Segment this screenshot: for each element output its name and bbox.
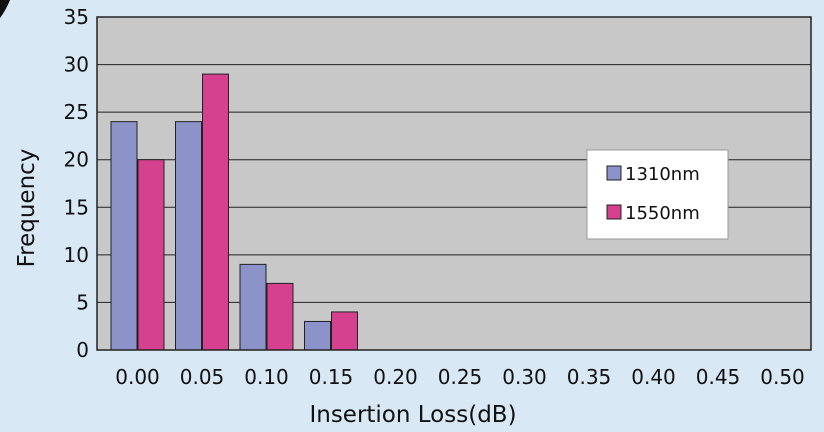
legend-swatch-1310nm bbox=[606, 165, 622, 181]
legend-label-1550nm: 1550nm bbox=[625, 203, 700, 224]
bar-1550nm-0.00 bbox=[137, 159, 165, 351]
x-tick-label: 0.05 bbox=[180, 365, 225, 389]
legend: 1310nm 1550nm bbox=[586, 149, 729, 240]
bar-1550nm-0.10 bbox=[266, 282, 294, 351]
y-axis-title: Frequency bbox=[14, 149, 40, 268]
corner-decoration bbox=[0, 0, 10, 18]
x-tick-label: 0.00 bbox=[115, 365, 160, 389]
plot-border bbox=[96, 16, 812, 351]
legend-box bbox=[586, 149, 729, 240]
y-tick-label: 10 bbox=[64, 243, 89, 267]
y-tick-label: 25 bbox=[64, 100, 89, 124]
x-tick-label: 0.20 bbox=[373, 365, 418, 389]
x-tick-label: 0.45 bbox=[696, 365, 741, 389]
x-tick-label: 0.25 bbox=[438, 365, 483, 389]
x-axis-ticks: 0.00 0.05 0.10 0.15 0.20 0.25 0.30 0.35 0.40 0.45… bbox=[115, 365, 805, 389]
y-tick-label: 5 bbox=[76, 290, 89, 314]
bar-1550nm-0.05 bbox=[202, 73, 229, 351]
x-tick-label: 0.50 bbox=[760, 365, 805, 389]
y-tick-label: 30 bbox=[64, 53, 89, 77]
bars bbox=[110, 73, 358, 351]
bar-1550nm-0.15 bbox=[331, 311, 358, 351]
bar-1310nm-0.10 bbox=[239, 263, 267, 351]
legend-swatch-1550nm bbox=[606, 204, 622, 220]
y-tick-label: 15 bbox=[64, 195, 89, 219]
y-tick-label: 35 bbox=[64, 5, 89, 29]
x-tick-label: 0.35 bbox=[567, 365, 612, 389]
x-axis-title: Insertion Loss(dB) bbox=[309, 402, 516, 428]
x-tick-label: 0.30 bbox=[502, 365, 547, 389]
y-tick-label: 20 bbox=[64, 148, 89, 172]
legend-label-1310nm: 1310nm bbox=[625, 164, 700, 185]
x-tick-label: 0.10 bbox=[244, 365, 289, 389]
y-tick-label: 0 bbox=[76, 338, 89, 362]
bar-1310nm-0.05 bbox=[175, 121, 202, 351]
bar-1310nm-0.15 bbox=[304, 320, 331, 351]
x-tick-label: 0.15 bbox=[309, 365, 354, 389]
x-tick-label: 0.40 bbox=[631, 365, 676, 389]
bar-1310nm-0.00 bbox=[110, 121, 138, 351]
y-axis-ticks: 0 5 10 15 20 25 30 35 bbox=[64, 5, 89, 362]
